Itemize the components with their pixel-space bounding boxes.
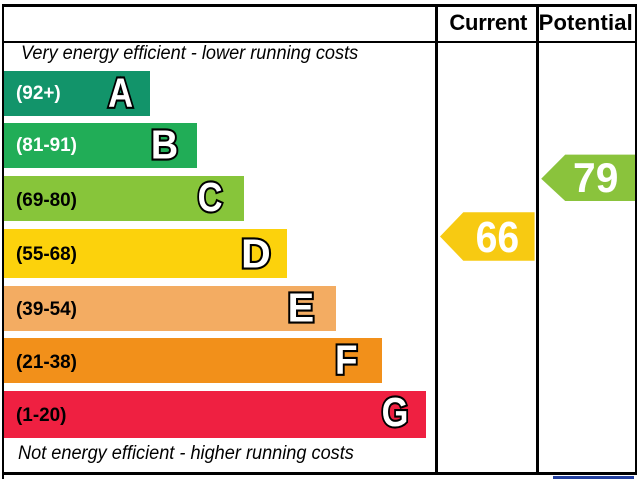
svg-text:G: G <box>382 390 409 435</box>
svg-text:C: C <box>198 175 223 220</box>
svg-text:F: F <box>335 338 358 383</box>
svg-text:66: 66 <box>476 212 520 262</box>
svg-text:D: D <box>241 230 271 276</box>
svg-text:A: A <box>108 71 133 116</box>
svg-text:B: B <box>151 122 178 168</box>
svg-text:E: E <box>288 284 315 331</box>
svg-text:79: 79 <box>573 155 618 202</box>
